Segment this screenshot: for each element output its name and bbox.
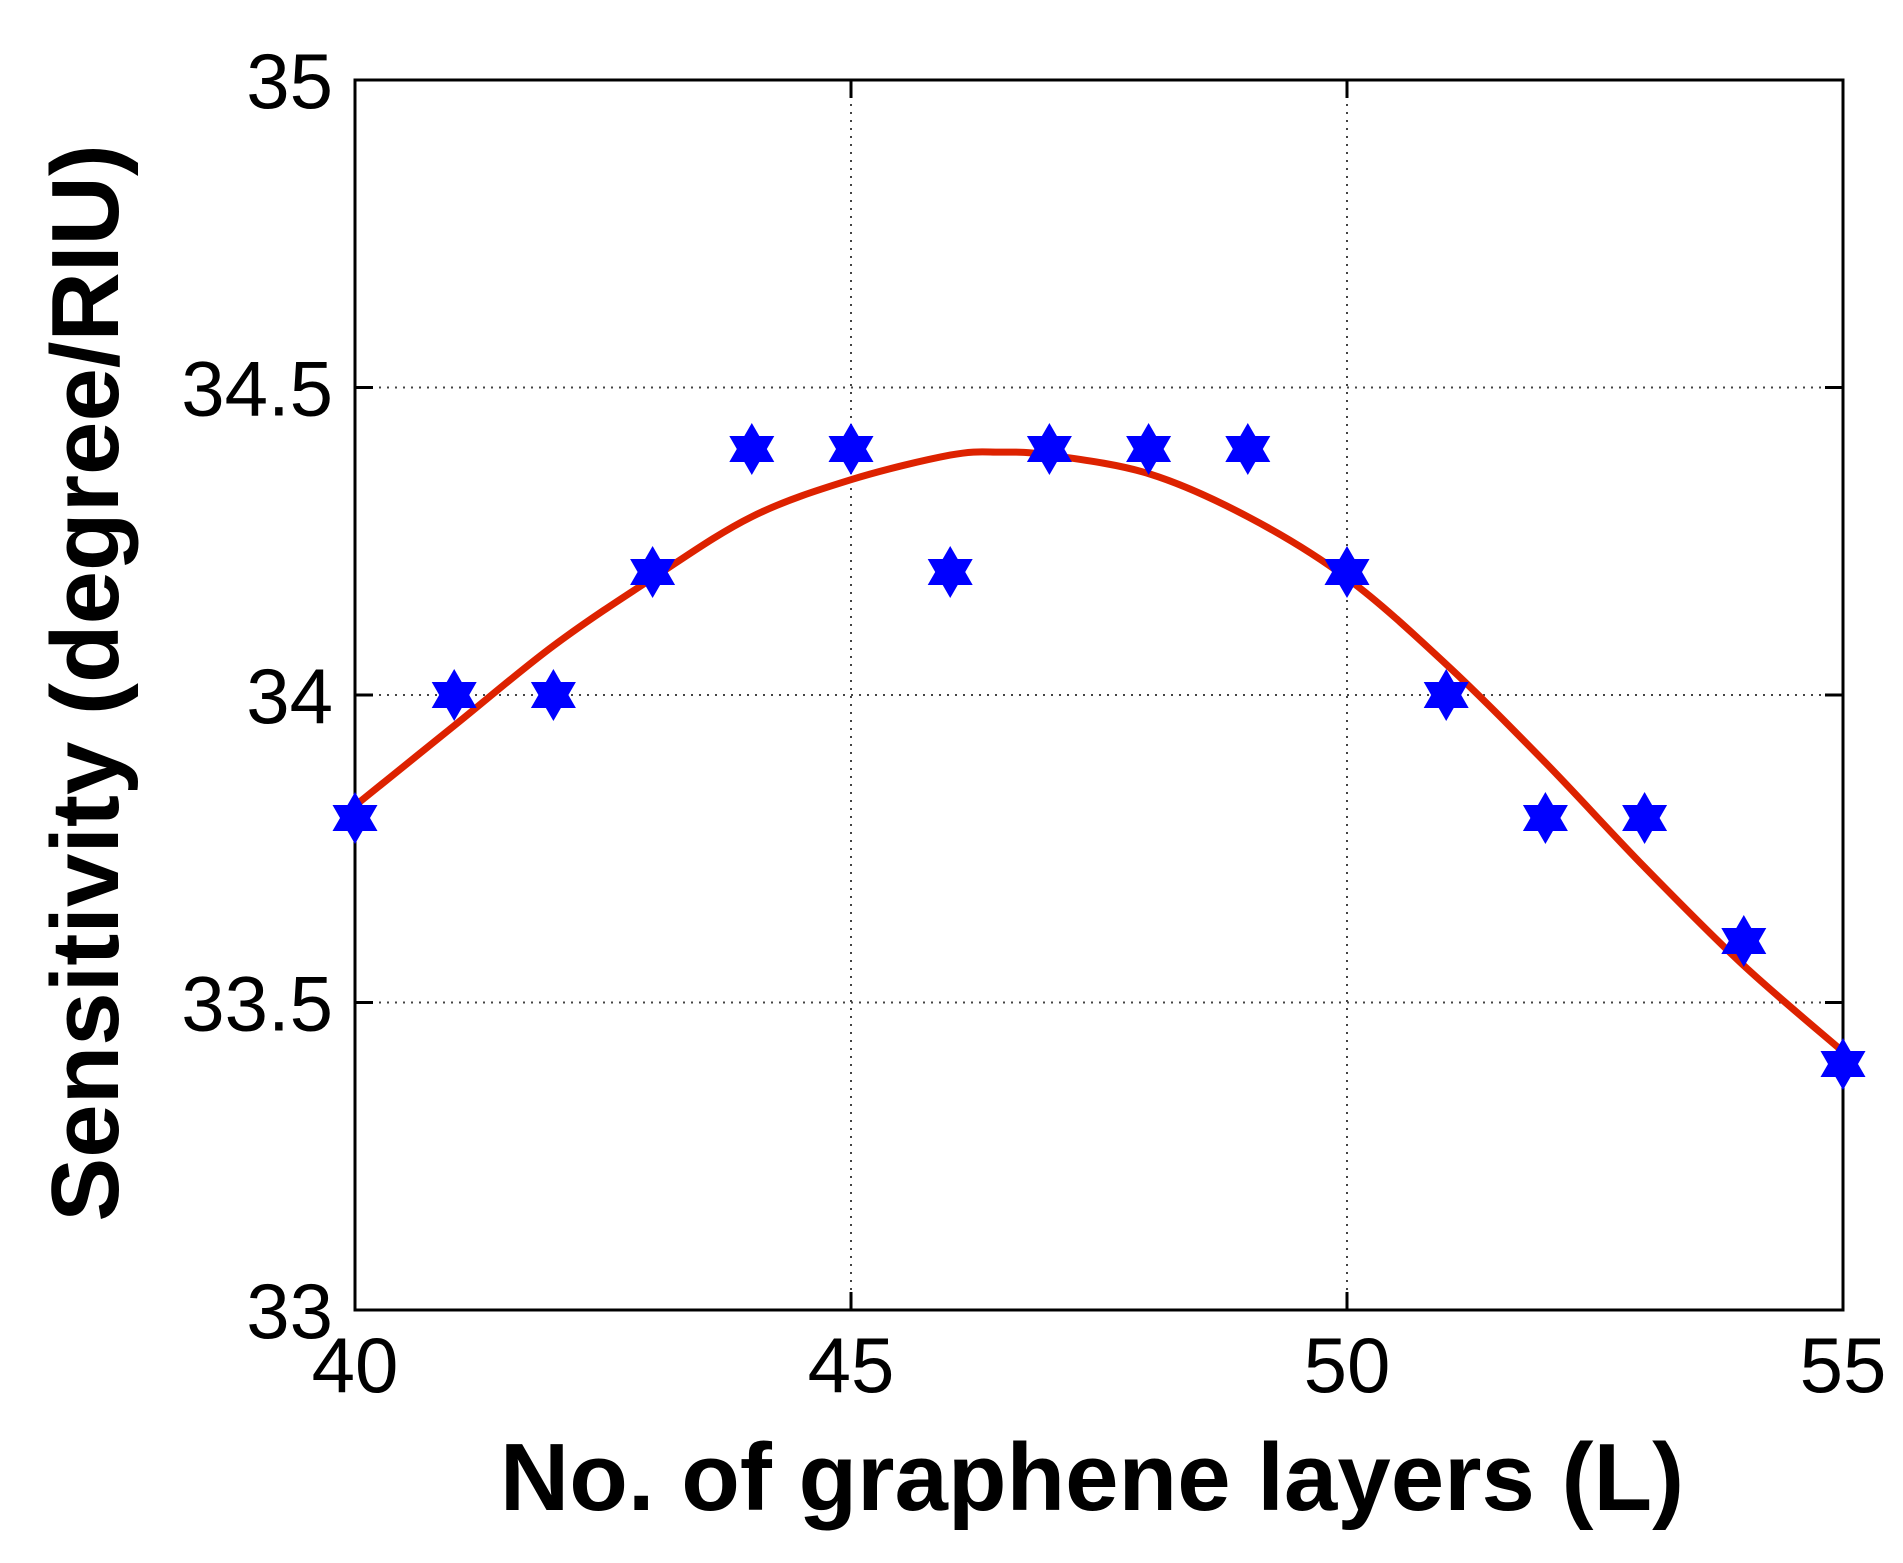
data-point-marker [1522,792,1568,844]
axis-ticks [353,78,1845,1312]
fit-curve-layer [351,448,1847,1056]
y-tick-label: 33.5 [181,960,333,1048]
data-markers [332,423,1866,1090]
y-tick-label: 33 [246,1267,333,1355]
data-point-marker [927,546,973,598]
x-tick-label: 45 [808,1321,895,1409]
y-tick-label: 34.5 [181,345,333,433]
data-point-marker [630,546,676,598]
data-point-marker [828,423,874,475]
data-point-marker [332,792,378,844]
grid [355,80,1843,1310]
x-tick-label: 55 [1800,1321,1887,1409]
data-point-marker [1324,546,1370,598]
x-tick-label: 40 [312,1321,399,1409]
data-point-marker [530,669,576,721]
data-point-marker [1225,423,1271,475]
fit-curve [351,448,1847,1056]
y-tick-label: 34 [246,652,333,740]
y-axis-label: Sensitivity (degree/RIU) [32,144,139,1222]
y-tick-label: 35 [246,37,333,125]
data-point-marker [431,669,477,721]
data-point-marker [1423,669,1469,721]
data-point-marker [1820,1038,1866,1090]
x-tick-label: 50 [1304,1321,1391,1409]
data-point-marker [1126,423,1172,475]
data-point-marker [729,423,775,475]
data-point-marker [1026,423,1072,475]
data-point-marker [1622,792,1668,844]
tick-labels: 40 45 50 55 33 33.5 34 34.5 35 [181,37,1886,1409]
data-point-marker [1721,915,1767,967]
x-axis-label: No. of graphene layers (L) [500,1424,1684,1531]
